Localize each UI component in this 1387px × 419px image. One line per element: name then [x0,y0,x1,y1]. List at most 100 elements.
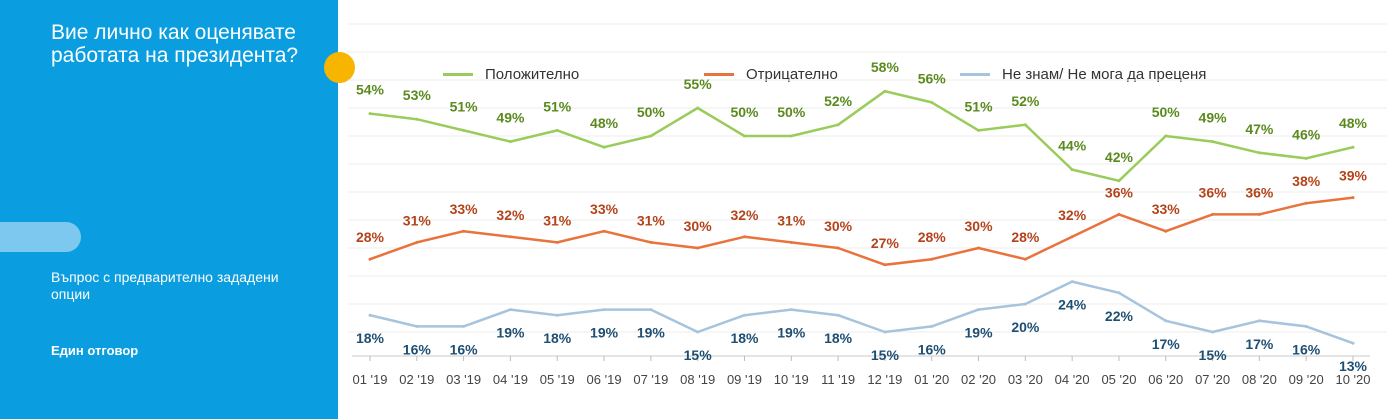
data-point [742,235,746,239]
data-label: 46% [1292,126,1321,142]
data-point [602,145,606,149]
x-tick-label: 01 '20 [914,372,949,387]
data-point [789,240,793,244]
data-label: 32% [730,207,759,223]
data-label: 49% [1199,110,1228,126]
data-point [1117,291,1121,295]
legend-item-positive: Положително [443,64,579,84]
legend-item-dont-know: Не знам/ Не мога да преценя [960,64,1206,84]
data-label: 16% [450,341,479,357]
data-point [602,229,606,233]
data-label: 56% [918,70,947,86]
x-tick-label: 04 '19 [493,372,528,387]
legend-swatch-negative [704,72,734,76]
data-point [1164,319,1168,323]
data-point [649,134,653,138]
data-point [1070,168,1074,172]
data-label: 18% [356,330,385,346]
sidebar-panel: Вие лично как оценявате работата на през… [0,0,338,419]
data-label: 17% [1152,336,1181,352]
data-point [368,313,372,317]
data-point [649,308,653,312]
series-line [369,89,1354,183]
data-label: 58% [871,59,900,75]
data-label: 30% [965,218,994,234]
data-point [1023,123,1027,127]
x-tick-label: 09 '19 [727,372,762,387]
data-point [696,330,700,334]
data-point [508,308,512,312]
data-point [555,313,559,317]
data-label: 17% [1245,336,1274,352]
data-label: 15% [871,347,900,363]
data-label: 18% [543,330,572,346]
legend-label-negative: Отрицателно [746,65,838,83]
data-point [602,308,606,312]
data-label: 31% [403,212,432,228]
data-label: 19% [637,325,666,341]
data-point [462,324,466,328]
data-point [696,246,700,250]
data-label: 36% [1199,184,1228,200]
x-tick-label: 08 '20 [1242,372,1277,387]
data-point [1164,229,1168,233]
question-title: Вие лично как оценявате работата на през… [51,21,299,67]
x-tick-label: 03 '19 [446,372,481,387]
data-point [1117,212,1121,216]
data-point [883,263,887,267]
x-tick-label: 09 '20 [1289,372,1324,387]
data-label: 33% [590,201,619,217]
data-label: 51% [450,98,479,114]
data-label: 28% [356,229,385,245]
data-point [977,246,981,250]
data-label: 32% [496,207,525,223]
data-point [508,140,512,144]
data-label: 42% [1105,149,1134,165]
data-point [1351,145,1355,149]
data-point [1211,330,1215,334]
data-label: 31% [543,212,572,228]
data-point [836,123,840,127]
data-point [836,313,840,317]
data-label: 28% [918,229,947,245]
data-point [1304,156,1308,160]
x-tick-label: 03 '20 [1008,372,1043,387]
legend-item-negative: Отрицателно [704,64,838,84]
data-point [977,128,981,132]
x-tick-label: 02 '20 [961,372,996,387]
data-point [462,229,466,233]
data-label: 49% [496,110,525,126]
data-label: 53% [403,87,432,103]
data-point [930,257,934,261]
data-label: 15% [684,347,713,363]
data-point [1164,134,1168,138]
data-label: 31% [777,212,806,228]
data-label: 52% [1011,93,1040,109]
data-label: 18% [824,330,853,346]
data-point [1211,212,1215,216]
data-point [1257,212,1261,216]
data-point [742,313,746,317]
data-label: 50% [1152,104,1181,120]
x-tick-label: 04 '20 [1055,372,1090,387]
data-label: 50% [637,104,666,120]
sidebar-accent-pill [0,222,81,252]
data-label: 44% [1058,138,1087,154]
data-point [508,235,512,239]
data-label: 33% [450,201,479,217]
data-label: 16% [918,341,947,357]
legend-swatch-positive [443,72,473,76]
data-point [696,106,700,110]
data-label: 36% [1245,184,1274,200]
x-tick-label: 12 '19 [867,372,902,387]
data-point [368,257,372,261]
data-label: 39% [1339,168,1368,184]
data-label: 33% [1152,201,1181,217]
data-label: 28% [1011,229,1040,245]
data-point [789,134,793,138]
data-point [1070,280,1074,284]
data-point [462,128,466,132]
question-type-note: Въпрос с предварително зададени опции [51,269,279,302]
data-point [883,330,887,334]
legend-label-positive: Положително [485,65,580,83]
